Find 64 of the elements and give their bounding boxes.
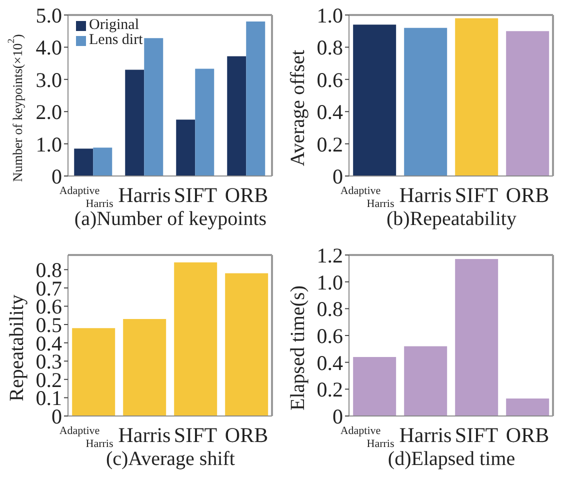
legend-label: Lens dirt bbox=[89, 32, 143, 48]
y-tick-label: 0.2 bbox=[316, 132, 343, 156]
y-tick-label: 0.4 bbox=[316, 350, 344, 375]
y-axis-title: Elapsed time(s) bbox=[287, 286, 309, 410]
y-tick-label: 1.2 bbox=[316, 243, 343, 268]
y-tick-label: 1.0 bbox=[316, 270, 343, 294]
text: (c)Average shift bbox=[104, 448, 236, 471]
x-tick-label: ORB bbox=[224, 183, 268, 207]
y-tick-label: 1.0 bbox=[36, 132, 62, 156]
bar bbox=[125, 70, 144, 176]
y-tick-label: 0 bbox=[52, 164, 62, 188]
bar bbox=[506, 31, 550, 176]
bar bbox=[195, 68, 214, 176]
x-tick-label: SIFT bbox=[454, 183, 498, 207]
x-tick-label: Adaptive Harris bbox=[340, 425, 394, 450]
y-axis-title: Repeatability bbox=[6, 294, 28, 402]
x-tick-label: ORB bbox=[506, 423, 550, 447]
x-tick-label: SIFT bbox=[174, 423, 218, 447]
y-tick-label: 0.8 bbox=[316, 36, 343, 60]
x-tick-label: SIFT bbox=[454, 423, 498, 447]
x-tick-label: Harris bbox=[118, 423, 171, 447]
y-tick-label: 0.6 bbox=[316, 68, 343, 92]
x-tick-label: Harris bbox=[118, 183, 171, 207]
bar bbox=[93, 148, 112, 176]
x-tick-label: ORB bbox=[506, 183, 550, 207]
bar bbox=[404, 346, 448, 416]
y-axis-title: Average offset bbox=[287, 49, 309, 166]
bar bbox=[144, 38, 164, 176]
bar bbox=[227, 56, 246, 176]
bar bbox=[353, 356, 396, 416]
legend-label: Original bbox=[89, 17, 139, 33]
text: (d)Elapsed time bbox=[386, 448, 516, 471]
y-tick-label: 1.0 bbox=[316, 3, 343, 28]
bar bbox=[74, 148, 94, 176]
y-tick-label: 0 bbox=[332, 164, 343, 188]
x-tick-label: Adaptive Harris bbox=[59, 425, 114, 450]
bar bbox=[176, 120, 196, 176]
bar bbox=[174, 262, 218, 416]
x-tick-label: Adaptive Harris bbox=[340, 185, 394, 210]
y-tick-label: 0 bbox=[332, 404, 343, 428]
text: (a)Number of keypoints bbox=[73, 208, 268, 231]
bar bbox=[225, 273, 268, 416]
y-tick-label: 0.8 bbox=[316, 297, 343, 322]
y-tick-label: 2.0 bbox=[36, 100, 62, 124]
bar bbox=[353, 24, 396, 176]
y-tick-label: 0.6 bbox=[316, 324, 343, 348]
y-tick-label: 0.2 bbox=[316, 378, 343, 402]
x-tick-label: Harris bbox=[399, 183, 452, 207]
x-tick-label: Harris bbox=[399, 423, 452, 447]
y-tick-label: 0.4 bbox=[316, 100, 344, 124]
bar bbox=[404, 28, 448, 176]
text: (b)Repeatability bbox=[386, 208, 518, 231]
bar bbox=[455, 18, 498, 176]
y-tick-label: 4.0 bbox=[36, 36, 62, 60]
x-tick-label: ORB bbox=[224, 423, 268, 447]
y-tick-label: 5.0 bbox=[36, 3, 62, 28]
x-tick-label: SIFT bbox=[174, 183, 218, 207]
bar bbox=[455, 259, 498, 416]
bar bbox=[506, 398, 550, 416]
x-tick-label: Adaptive Harris bbox=[59, 185, 114, 210]
bar bbox=[123, 319, 166, 416]
bar bbox=[72, 328, 116, 416]
y-tick-label: 3.0 bbox=[36, 68, 62, 92]
bar bbox=[246, 21, 266, 176]
